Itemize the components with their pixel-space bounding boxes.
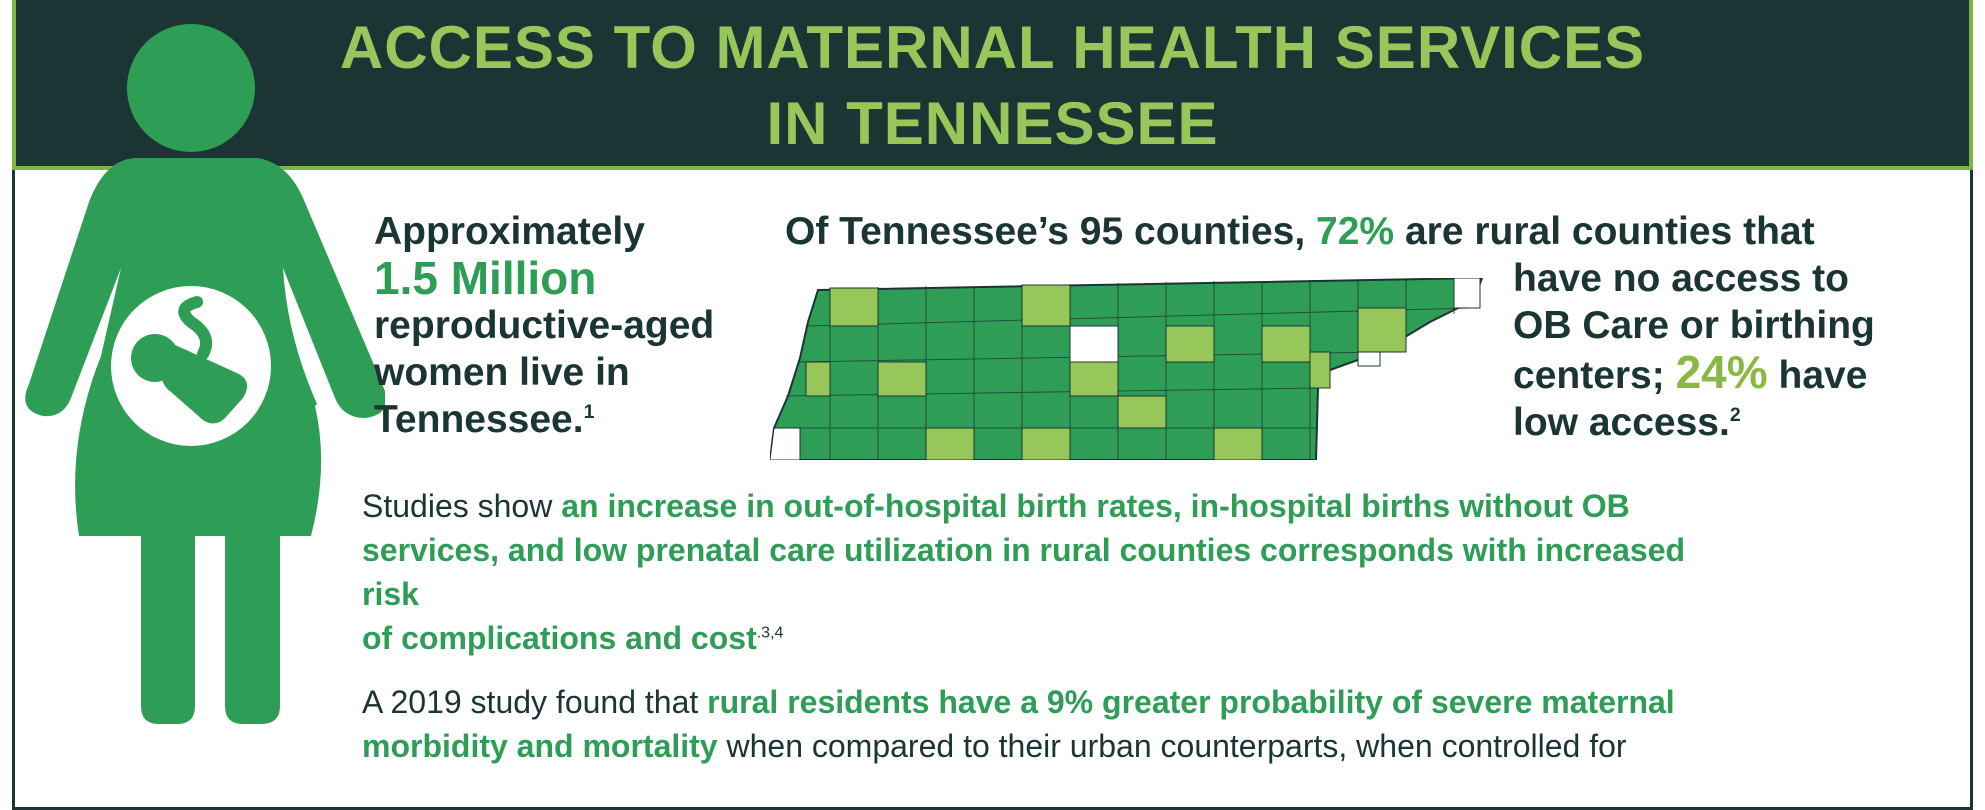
- footnote-ref-2: 2: [1729, 404, 1741, 426]
- pregnant-woman-icon: [25, 24, 385, 724]
- page-title-line-2: IN TENNESSEE: [766, 90, 1219, 157]
- population-value: 1.5 Million: [374, 252, 597, 304]
- population-line-4: Tennessee.1: [374, 398, 595, 441]
- study-2019-line-1: A 2019 study found that rural residents …: [362, 684, 1675, 720]
- studies-paragraph: Studies show an increase in out-of-hospi…: [362, 484, 1922, 660]
- studies-line-4: of complications and cost.3,4: [362, 620, 784, 656]
- study-2019-paragraph: A 2019 study found that rural residents …: [362, 680, 1922, 768]
- title-banner: ACCESS TO MATERNAL HEALTH SERVICES IN TE…: [12, 0, 1973, 170]
- pct-low-access: 24%: [1675, 346, 1768, 398]
- counties-line-1: Of Tennessee’s 95 counties, 72% are rura…: [785, 210, 1815, 253]
- page-title-line-1: ACCESS TO MATERNAL HEALTH SERVICES: [339, 14, 1646, 81]
- studies-line-3: risk: [362, 576, 419, 612]
- pct-no-access: 72%: [1316, 210, 1395, 253]
- footnote-ref-1: 1: [583, 401, 595, 423]
- footnote-ref-3-4: .3,4: [756, 624, 784, 642]
- population-line-1: Approximately: [374, 210, 645, 253]
- counties-line-3: OB Care or birthing: [1513, 304, 1875, 347]
- counties-line-5: low access.2: [1513, 401, 1741, 444]
- studies-line-1: Studies show an increase in out-of-hospi…: [362, 488, 1630, 524]
- studies-line-2: services, and low prenatal care utilizat…: [362, 532, 1686, 568]
- counties-line-2: have no access to: [1513, 257, 1849, 300]
- study-2019-line-2: morbidity and mortality when compared to…: [362, 728, 1627, 764]
- population-line-3: women live in: [374, 351, 630, 394]
- county-access-stat: Of Tennessee’s 95 counties, 72% are rura…: [785, 208, 1875, 446]
- population-line-2: reproductive-aged: [374, 304, 715, 347]
- tennessee-county-map: [770, 278, 1484, 460]
- population-stat: Approximately 1.5 Million reproductive-a…: [374, 208, 774, 443]
- counties-line-4: centers; 24% have: [1513, 346, 1868, 398]
- baby-icon: [178, 296, 212, 360]
